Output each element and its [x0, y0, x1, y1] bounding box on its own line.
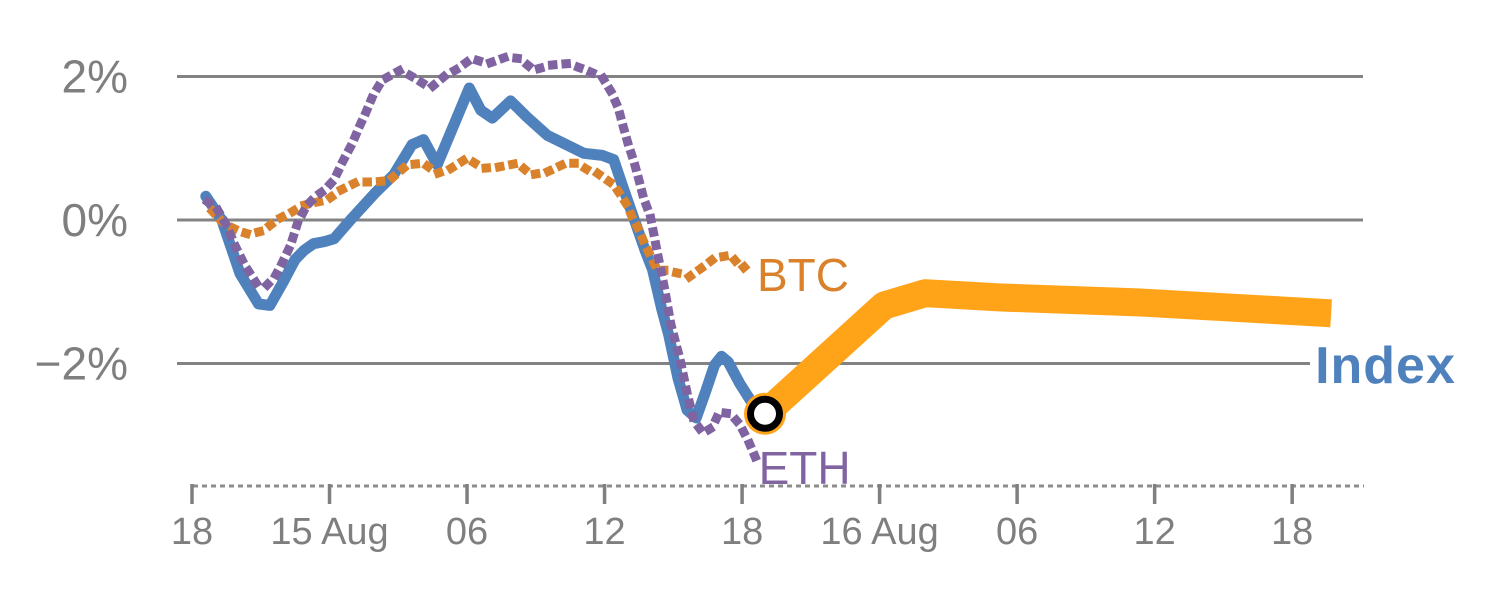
- x-tick-label: 18: [1271, 511, 1313, 553]
- x-tick-label: 16 Aug: [820, 511, 938, 553]
- eth-series-label: ETH: [758, 442, 851, 495]
- y-tick-label: −2%: [35, 338, 128, 390]
- index-forecast-line: [755, 279, 1332, 425]
- eth-line: [201, 52, 764, 470]
- y-tick-label: 2%: [62, 51, 128, 103]
- x-tick-label: 12: [583, 511, 625, 553]
- x-tick-label: 12: [1133, 511, 1175, 553]
- x-tick-label: 18: [721, 511, 763, 553]
- btc-series-label: BTC: [756, 249, 849, 302]
- x-tick-label: 06: [446, 511, 488, 553]
- current-point-marker: [747, 395, 783, 432]
- x-tick-label: 06: [996, 511, 1038, 553]
- x-tick-label: 15 Aug: [270, 511, 388, 553]
- index-series-label: Index: [1315, 336, 1456, 395]
- y-tick-label: 0%: [62, 194, 128, 246]
- x-tick-label: 18: [171, 511, 213, 553]
